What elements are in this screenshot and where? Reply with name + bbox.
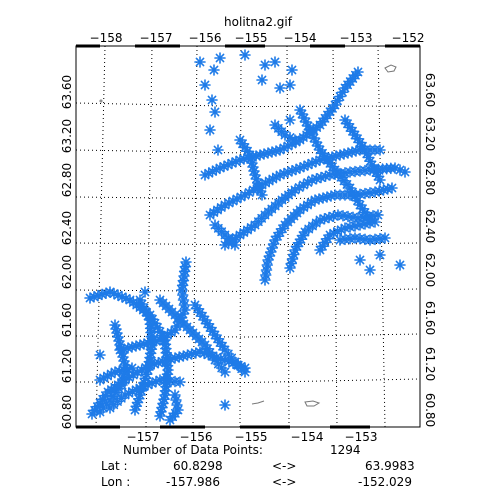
data-point-marker [360,147,373,160]
frame-bars [76,44,420,429]
data-point-marker [94,349,106,361]
lat-tick-left: 62.40 [60,211,74,245]
data-point-marker [239,49,251,61]
tick-labels: −158 −157 −156 −155 −154 −153 −152 −157 −156 −155… [60,31,437,444]
lat-tick-right: 63.60 [423,73,437,107]
data-point-marker [364,264,376,276]
data-point-marker [243,186,256,199]
data-point-marker [126,362,138,374]
data-point-marker [269,56,281,68]
lon-tick-bottom: −154 [291,430,324,444]
lat-tick-left: 62.80 [60,163,74,197]
data-point-marker [194,56,206,68]
lon-tick-top: −157 [140,31,173,45]
data-point-marker [374,174,386,186]
data-point-marker [209,106,221,118]
data-point-marker [274,82,286,94]
lon-tick-bottom: −155 [235,430,268,444]
lat-tick-left: 63.20 [60,119,74,153]
data-point-marker [94,406,106,418]
data-point-marker [171,399,183,411]
data-point-marker [142,364,154,376]
data-point-marker [259,59,271,71]
lon-tick-bottom: −153 [345,430,378,444]
lon-tick-top: −156 [189,31,222,45]
data-point-marker [219,366,231,378]
lon-tick-bottom: −156 [180,430,213,444]
lon-tick-top: −153 [340,31,373,45]
data-point-marker [399,166,411,178]
lat-tick-right: 63.20 [423,117,437,151]
data-point-marker [212,144,224,156]
data-point-marker [278,167,290,180]
data-point-marker [386,182,398,194]
lat-tick-left: 61.60 [60,303,74,337]
data-point-marker [204,124,216,136]
lat-tick-right: 61.60 [423,301,437,335]
lake-outlines [99,64,397,407]
data-point-marker [206,94,218,106]
data-point-marker [180,256,192,268]
data-point-marker [349,129,361,141]
data-point-marker [219,399,231,411]
data-point-marker [354,254,366,266]
data-point-marker [374,249,386,261]
data-point-marker [164,414,176,426]
data-point-marker [349,190,361,203]
data-point-marker [239,366,251,378]
data-point-marker [374,144,386,156]
lon-tick-top: −155 [235,31,268,45]
lat-tick-left: 60.80 [60,395,74,429]
data-point-marker [154,410,166,422]
data-point-marker [134,389,146,401]
lon-tick-bottom: −157 [127,430,160,444]
map-title: holitna2.gif [224,15,293,29]
lat-tick-left: 63.60 [60,75,74,109]
data-point-marker [339,114,351,126]
data-point-marker [214,52,226,64]
lat-tick-right: 62.00 [423,253,437,287]
lat-tick-right: 60.80 [423,393,437,427]
lat-tick-right: 62.80 [423,161,437,195]
lat-tick-left: 61.20 [60,349,74,383]
lon-tick-top: −158 [90,31,123,45]
data-point-marker [379,232,391,244]
data-point-marker [286,64,298,76]
data-point-marker [208,64,220,76]
lat-tick-right: 61.20 [423,347,437,381]
data-point-marker [394,259,406,271]
data-point-markers [84,49,411,426]
data-point-marker [139,286,151,298]
data-point-marker [229,239,241,251]
lat-tick-right: 62.40 [423,209,437,243]
data-point-marker [129,404,141,416]
lon-tick-top: −152 [392,31,425,45]
lon-tick-top: −154 [284,31,317,45]
data-point-marker [199,79,211,91]
data-point-marker [156,330,169,342]
data-point-marker [352,66,364,78]
data-point-marker [284,79,296,91]
data-point-marker [284,114,296,126]
data-point-marker [174,376,186,388]
data-point-marker [364,214,376,226]
data-point-marker [196,310,209,323]
data-point-marker [256,74,268,86]
data-point-marker [289,134,301,146]
data-point-marker [256,189,268,201]
lat-tick-left: 62.00 [60,255,74,289]
